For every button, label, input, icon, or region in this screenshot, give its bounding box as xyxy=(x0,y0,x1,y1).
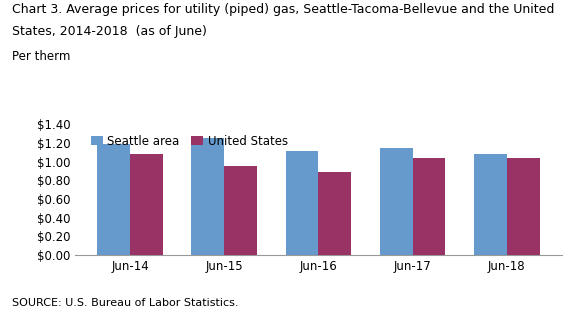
Bar xyxy=(97,144,130,255)
Bar xyxy=(507,158,540,255)
Bar xyxy=(318,172,351,255)
Text: Per therm: Per therm xyxy=(12,50,70,63)
Bar xyxy=(225,166,257,255)
Bar xyxy=(412,158,445,255)
Bar xyxy=(130,154,163,255)
Legend: Seattle area, United States: Seattle area, United States xyxy=(86,130,293,153)
Text: SOURCE: U.S. Bureau of Labor Statistics.: SOURCE: U.S. Bureau of Labor Statistics. xyxy=(12,298,238,308)
Bar xyxy=(474,154,507,255)
Bar xyxy=(192,138,225,255)
Bar xyxy=(285,151,318,255)
Text: Chart 3. Average prices for utility (piped) gas, Seattle-Tacoma-Bellevue and the: Chart 3. Average prices for utility (pip… xyxy=(12,3,554,16)
Text: States, 2014-2018  (as of June): States, 2014-2018 (as of June) xyxy=(12,25,207,38)
Bar xyxy=(380,148,412,255)
